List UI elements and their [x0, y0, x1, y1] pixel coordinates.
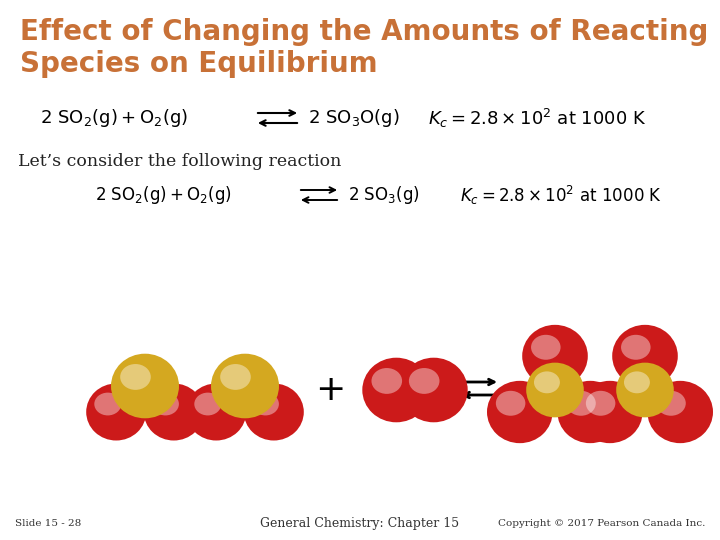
Ellipse shape: [111, 354, 179, 418]
Ellipse shape: [372, 368, 402, 394]
Ellipse shape: [362, 357, 431, 422]
Ellipse shape: [616, 363, 674, 417]
Ellipse shape: [566, 391, 595, 416]
Ellipse shape: [144, 383, 204, 441]
Ellipse shape: [152, 393, 179, 415]
Ellipse shape: [120, 364, 150, 390]
Ellipse shape: [496, 391, 526, 416]
Ellipse shape: [86, 383, 146, 441]
Ellipse shape: [577, 381, 642, 443]
Ellipse shape: [220, 364, 251, 390]
Ellipse shape: [612, 325, 678, 387]
Ellipse shape: [656, 391, 685, 416]
Ellipse shape: [557, 381, 623, 443]
Text: $2\ \mathrm{SO_2(g) + O_2(g)}$: $2\ \mathrm{SO_2(g) + O_2(g)}$: [40, 107, 188, 129]
Text: Slide 15 - 28: Slide 15 - 28: [15, 518, 81, 528]
Ellipse shape: [409, 368, 439, 394]
Ellipse shape: [400, 357, 468, 422]
Ellipse shape: [94, 393, 121, 415]
Text: Let’s consider the following reaction: Let’s consider the following reaction: [18, 153, 341, 170]
Text: +: +: [315, 373, 345, 407]
Text: $2\ \mathrm{SO_3O(g)}$: $2\ \mathrm{SO_3O(g)}$: [308, 107, 400, 129]
Ellipse shape: [531, 335, 561, 360]
Text: General Chemistry: Chapter 15: General Chemistry: Chapter 15: [261, 516, 459, 530]
Ellipse shape: [526, 363, 584, 417]
Ellipse shape: [194, 393, 221, 415]
Ellipse shape: [186, 383, 246, 441]
Ellipse shape: [487, 381, 552, 443]
Ellipse shape: [211, 354, 279, 418]
Text: $K_c = 2.8 \times 10^2\ \mathrm{at\ 1000\ K}$: $K_c = 2.8 \times 10^2\ \mathrm{at\ 1000…: [460, 184, 662, 206]
Ellipse shape: [586, 391, 616, 416]
Text: Copyright © 2017 Pearson Canada Inc.: Copyright © 2017 Pearson Canada Inc.: [498, 518, 705, 528]
Text: Species on Equilibrium: Species on Equilibrium: [20, 50, 377, 78]
Text: $K_c = 2.8 \times 10^2\ \mathrm{at\ 1000\ K}$: $K_c = 2.8 \times 10^2\ \mathrm{at\ 1000…: [428, 106, 647, 130]
Text: $2\ \mathrm{SO_2(g) + O_2(g)}$: $2\ \mathrm{SO_2(g) + O_2(g)}$: [95, 184, 232, 206]
Ellipse shape: [244, 383, 304, 441]
Text: $2\ \mathrm{SO_3(g)}$: $2\ \mathrm{SO_3(g)}$: [348, 184, 420, 206]
Ellipse shape: [621, 335, 651, 360]
Ellipse shape: [647, 381, 713, 443]
Ellipse shape: [252, 393, 279, 415]
Ellipse shape: [522, 325, 588, 387]
Ellipse shape: [624, 372, 650, 393]
Text: Effect of Changing the Amounts of Reacting: Effect of Changing the Amounts of Reacti…: [20, 18, 708, 46]
Ellipse shape: [534, 372, 560, 393]
